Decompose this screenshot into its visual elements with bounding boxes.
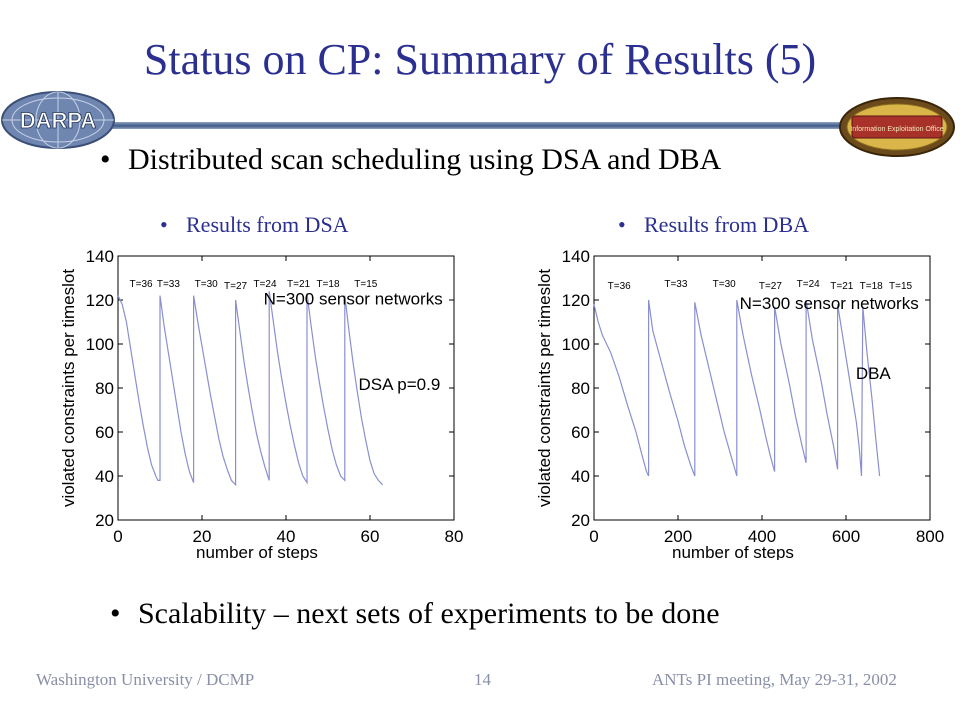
footer-meeting: ANTs PI meeting, May 29-31, 2002 [652,670,897,689]
y-axis-label: violated constraints per timeslot [59,269,78,507]
annotation-label: N=300 sensor networks [740,294,919,313]
sub-bullet-dsa: • Results from DSA [160,212,349,238]
annotation-label: T=30 [713,279,737,290]
sub-bullet-text: Results from DBA [644,212,809,237]
y-tick-label: 100 [562,335,590,354]
x-tick-label: 800 [916,527,944,546]
annotation-label: DSA p=0.9 [359,375,441,394]
x-tick-label: 60 [361,527,380,546]
annotation-label: T=30 [195,279,219,290]
x-tick-label: 200 [664,527,692,546]
annotation-label: T=21 [287,279,311,290]
y-tick-label: 80 [571,379,590,398]
annotation-label: T=24 [253,279,277,290]
y-tick-label: 60 [571,423,590,442]
annotation-label: T=21 [830,281,854,292]
y-tick-label: 60 [95,423,114,442]
series-line [593,299,881,477]
x-axis-label: number of steps [672,543,794,560]
darpa-logo-text: DARPA [20,108,97,133]
x-tick-label: 20 [193,527,212,546]
x-tick-label: 40 [277,527,296,546]
ixo-logo-text: Information Exploitation Office [850,126,943,133]
y-tick-label: 40 [571,467,590,486]
y-tick-label: 20 [571,511,590,530]
sub-bullet-dot: • [618,212,626,237]
series-line [117,291,384,487]
annotation-label: T=18 [316,279,340,290]
y-tick-label: 120 [562,291,590,310]
annotation-label: N=300 sensor networks [264,289,443,308]
title-rule [60,122,860,129]
annotation-label: T=24 [797,279,821,290]
slide-title: Status on CP: Summary of Results (5) [143,35,817,84]
y-tick-label: 140 [86,247,114,266]
annotation-label: T=33 [157,279,181,290]
sub-bullet-text: Results from DSA [186,212,349,237]
dba-chart: 0 200 400 600 800 20 40 60 80 100 120 140 number of … [535,247,944,560]
x-tick-label: 80 [445,527,464,546]
y-tick-label: 120 [86,291,114,310]
y-tick-label: 80 [95,379,114,398]
ixo-logo: Information Exploitation Office [839,97,955,157]
bullet-scalability: • Scalability – next sets of experiments … [110,596,720,632]
sub-bullet-dot: • [160,212,168,237]
annotation-label: T=27 [759,281,783,292]
bullet-text: Scalability – next sets of experiments t… [138,597,720,630]
y-tick-label: 140 [562,247,590,266]
bullet-dot: • [100,143,111,176]
plot-frame [593,255,931,521]
y-tick-label: 100 [86,335,114,354]
x-tick-label: 0 [113,527,122,546]
bullet-distributed-scheduling: • Distributed scan scheduling using DSA a… [100,142,721,178]
annotation-label: T=18 [860,281,884,292]
sub-bullet-dba: • Results from DBA [618,212,809,238]
footer-affiliation: Washington University / DCMP [36,670,255,689]
annotation-label: T=33 [664,279,688,290]
annotation-label: T=36 [130,279,154,290]
bullet-dot: • [110,597,121,630]
y-tick-label: 20 [95,511,114,530]
y-axis-label: violated constraints per timeslot [535,269,554,507]
annotation-label: T=27 [224,281,248,292]
y-tick-label: 40 [95,467,114,486]
annotation-label: T=15 [354,279,378,290]
annotation-label: DBA [856,364,892,383]
x-tick-label: 400 [748,527,776,546]
x-axis-label: number of steps [196,543,318,560]
x-tick-label: 600 [832,527,860,546]
annotation-label: T=15 [889,281,913,292]
darpa-logo: DARPA [1,91,115,149]
footer-page-number: 14 [474,670,491,689]
x-tick-label: 0 [589,527,598,546]
annotation-label: T=36 [608,281,632,292]
bullet-text: Distributed scan scheduling using DSA an… [128,143,722,176]
